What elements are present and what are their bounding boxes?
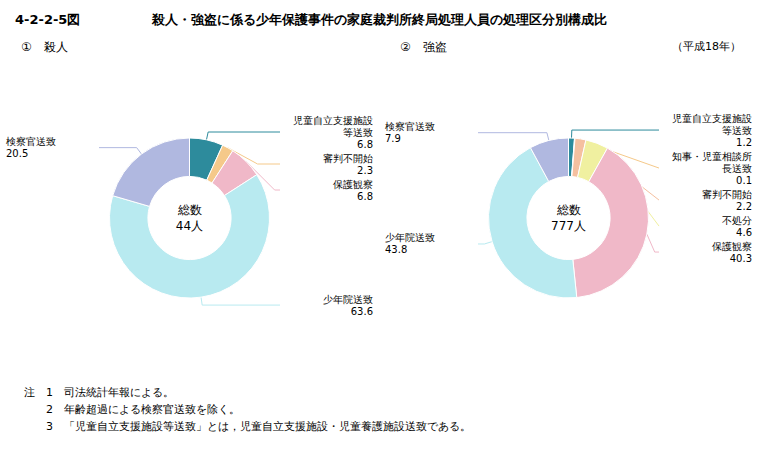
svg-text:等送致: 等送致	[722, 125, 752, 136]
svg-text:児童自立支援施設: 児童自立支援施設	[293, 115, 373, 126]
svg-text:4-2-2-5図: 4-2-2-5図	[15, 12, 80, 27]
svg-text:総数: 総数	[177, 203, 202, 217]
svg-text:保護観察: 保護観察	[333, 179, 373, 190]
svg-text:20.5: 20.5	[6, 148, 28, 159]
svg-text:777人: 777人	[551, 219, 586, 233]
svg-text:審判不開始: 審判不開始	[323, 153, 373, 164]
svg-text:少年院送致: 少年院送致	[385, 232, 435, 243]
svg-text:保護観察: 保護観察	[712, 241, 752, 252]
svg-text:児童自立支援施設: 児童自立支援施設	[672, 113, 752, 124]
svg-text:0.1: 0.1	[736, 175, 752, 186]
svg-text:（平成18年）: （平成18年）	[672, 40, 741, 53]
svg-text:2 年齢超過による検察官送致を除く。: 2 年齢超過による検察官送致を除く。	[24, 403, 240, 416]
svg-text:1.2: 1.2	[736, 137, 752, 148]
svg-text:長送致: 長送致	[722, 163, 752, 174]
svg-text:知事・児童相談所: 知事・児童相談所	[672, 151, 752, 162]
svg-text:少年院送致: 少年院送致	[323, 294, 373, 305]
svg-text:審判不開始: 審判不開始	[702, 189, 752, 200]
svg-text:40.3: 40.3	[730, 253, 752, 264]
svg-text:① 殺人: ① 殺人	[21, 40, 68, 54]
svg-text:② 強盗: ② 強盗	[400, 40, 447, 54]
svg-text:4.6: 4.6	[736, 227, 752, 238]
svg-text:不処分: 不処分	[722, 215, 752, 226]
svg-text:殺人・強盗に係る少年保護事件の家庭裁判所終局処理人員の処理区: 殺人・強盗に係る少年保護事件の家庭裁判所終局処理人員の処理区分別構成比	[151, 12, 607, 27]
svg-text:総数: 総数	[556, 203, 581, 217]
svg-text:3 「児童自立支援施設等送致」とは，児童自立支援施設・児童養: 3 「児童自立支援施設等送致」とは，児童自立支援施設・児童養護施設送致である。	[24, 420, 471, 433]
svg-text:7.9: 7.9	[385, 133, 401, 144]
svg-text:注 1 司法統計年報による。: 注 1 司法統計年報による。	[24, 386, 174, 399]
svg-text:6.8: 6.8	[357, 139, 373, 150]
svg-text:検察官送致: 検察官送致	[6, 136, 56, 147]
svg-text:2.3: 2.3	[357, 165, 373, 176]
svg-text:検察官送致: 検察官送致	[385, 121, 435, 132]
svg-text:43.8: 43.8	[385, 244, 407, 255]
svg-text:44人: 44人	[176, 219, 203, 233]
svg-text:63.6: 63.6	[351, 306, 373, 317]
svg-text:2.2: 2.2	[736, 201, 752, 212]
svg-text:等送致: 等送致	[343, 127, 373, 138]
svg-text:6.8: 6.8	[357, 191, 373, 202]
